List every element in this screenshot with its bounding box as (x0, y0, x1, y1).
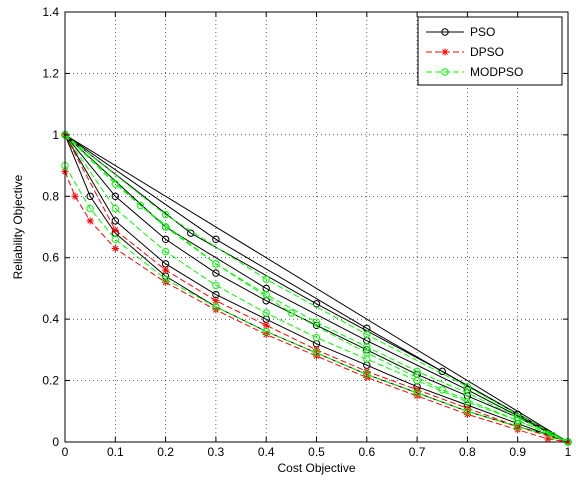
data-point (161, 247, 170, 256)
y-tick-label: 1 (52, 128, 59, 142)
data-point (262, 275, 270, 283)
data-point (312, 333, 321, 342)
data-point (111, 204, 120, 213)
y-tick-label: 0.8 (42, 189, 59, 203)
data-point (262, 327, 270, 336)
data-point (111, 244, 119, 253)
y-tick-label: 0.6 (42, 251, 59, 265)
data-point (514, 416, 522, 425)
data-point (438, 367, 446, 376)
series-line (64, 134, 569, 443)
legend: PSO DPSO MODPSO (417, 16, 563, 86)
data-point (544, 435, 552, 443)
asterisk-stroke (112, 245, 119, 252)
legend-marker (441, 28, 449, 36)
x-tick-label: 0.1 (107, 445, 124, 459)
legend-entry-dpso: DPSO (426, 45, 504, 59)
x-tick-label: 0.8 (459, 445, 476, 459)
data-point (212, 297, 220, 305)
data-point (162, 266, 170, 274)
y-tick-label: 0 (52, 435, 59, 449)
asterisk-stroke (442, 49, 448, 55)
x-tick-label: 0.7 (409, 445, 426, 459)
x-axis-label: Cost Objective (277, 461, 355, 475)
series-line (64, 134, 569, 443)
x-tick-label: 0.2 (157, 445, 174, 459)
data-point (262, 321, 270, 329)
data-point (413, 367, 421, 376)
data-point (111, 235, 120, 243)
x-tick-label: 0.6 (358, 445, 375, 459)
data-point (86, 192, 94, 200)
ticks: 0 0.1 0.2 0.3 0.4 0.5 0.6 0.7 0.8 0.9 1 0 0.2 0.4 0.6 0… (42, 5, 571, 459)
asterisk-stroke (162, 267, 169, 273)
data-point (413, 389, 421, 397)
data-point (212, 260, 220, 268)
asterisk-stroke (72, 193, 78, 200)
data-point (363, 349, 371, 357)
legend-label: PSO (470, 25, 495, 39)
data-point (312, 349, 321, 357)
data-point (262, 309, 270, 317)
asterisk-stroke (263, 322, 270, 329)
legend-label: DPSO (470, 45, 504, 59)
data-point (463, 398, 472, 406)
y-tick-label: 1.2 (42, 66, 59, 80)
legend-label: MODPSO (470, 65, 523, 79)
data-point (212, 235, 220, 243)
data-point (86, 217, 94, 225)
x-tick-label: 0.4 (258, 445, 275, 459)
data-point (136, 201, 145, 210)
data-point (363, 330, 371, 339)
series-line (64, 134, 569, 443)
asterisk-stroke (87, 217, 94, 224)
data-point (111, 180, 120, 188)
data-point (111, 226, 119, 234)
asterisk-stroke (112, 227, 119, 233)
y-tick-label: 1.4 (42, 5, 59, 19)
x-tick-label: 0.5 (308, 445, 325, 459)
series-modpso (61, 131, 572, 446)
data-point (111, 217, 120, 225)
data-point (463, 407, 472, 415)
x-tick-label: 1 (565, 445, 572, 459)
series-line (64, 134, 569, 443)
data-point (71, 192, 79, 200)
data-point (363, 370, 371, 379)
series-line (64, 134, 569, 443)
x-tick-label: 0 (62, 445, 69, 459)
data-point (161, 275, 170, 283)
data-point (312, 318, 321, 326)
data-point (212, 269, 220, 277)
data-point (413, 376, 421, 385)
y-tick-label: 0.4 (42, 312, 59, 326)
legend-marker (441, 68, 449, 76)
data-point (86, 204, 94, 213)
data-point (287, 309, 296, 317)
series-line (64, 171, 569, 443)
x-tick-label: 0.3 (208, 445, 225, 459)
data-point (312, 300, 321, 308)
data-point (111, 192, 120, 200)
x-tick-label: 0.9 (509, 445, 526, 459)
legend-entry-modpso: MODPSO (426, 65, 523, 79)
y-axis-label: Reliability Objective (11, 174, 25, 279)
data-point (212, 303, 220, 311)
series-line (64, 165, 569, 443)
legend-marker (441, 48, 449, 56)
data-point (438, 386, 446, 394)
y-tick-label: 0.2 (42, 374, 59, 388)
legend-entry-pso: PSO (426, 25, 495, 39)
data-point (463, 383, 472, 391)
data-point (161, 211, 170, 219)
asterisk-stroke (213, 297, 219, 304)
data-point (161, 235, 170, 243)
series-line (64, 134, 569, 443)
data-point (212, 281, 220, 290)
